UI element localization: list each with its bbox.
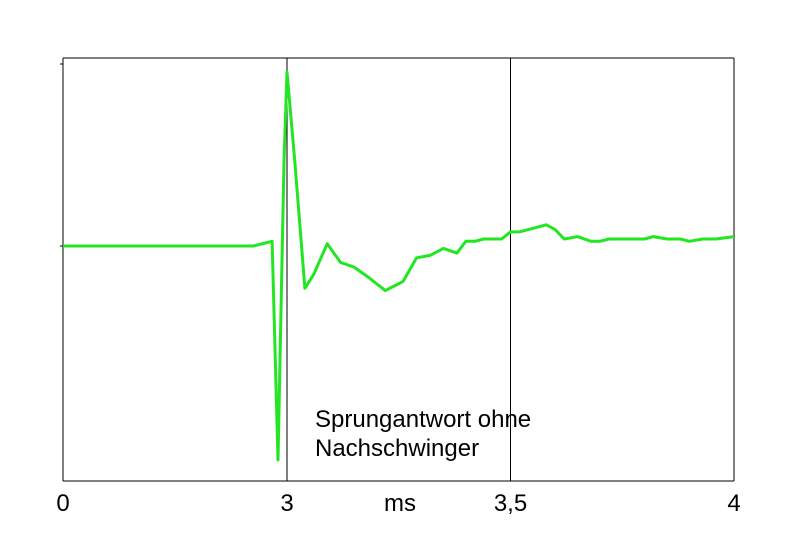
x-tick-label-0: 0 bbox=[56, 490, 69, 517]
x-tick-label-2: 3,5 bbox=[494, 490, 527, 517]
annotation-line-1: Sprungantwort ohne bbox=[315, 406, 531, 433]
x-axis-label: ms bbox=[384, 490, 416, 517]
x-tick-label-1: 3 bbox=[280, 490, 293, 517]
annotation-line-2: Nachschwinger bbox=[315, 435, 479, 462]
tick-labels: 0 3 3,5 4 bbox=[56, 490, 740, 517]
series-line-0 bbox=[63, 70, 735, 462]
axes-layer bbox=[60, 57, 735, 482]
grid-layer bbox=[286, 58, 511, 481]
series-layer bbox=[63, 70, 735, 462]
x-tick-label-3: 4 bbox=[727, 490, 740, 517]
